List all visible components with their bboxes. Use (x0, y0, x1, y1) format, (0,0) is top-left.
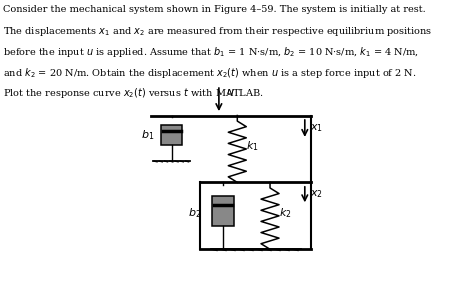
Text: $x_1$: $x_1$ (310, 123, 323, 134)
Text: Plot the response curve $x_2(t)$ versus $t$ with MATLAB.: Plot the response curve $x_2(t)$ versus … (3, 86, 264, 100)
Bar (161, 125, 182, 145)
Text: $k_2$: $k_2$ (279, 206, 292, 220)
Text: $b_1$: $b_1$ (141, 128, 155, 142)
Text: $k_1$: $k_1$ (246, 139, 259, 153)
Text: $b_2$: $b_2$ (188, 206, 201, 220)
Text: $u$: $u$ (226, 87, 235, 97)
Text: $x_2$: $x_2$ (310, 189, 323, 200)
Text: and $k_2$ = 20 N/m. Obtain the displacement $x_2(t)$ when $u$ is a step force in: and $k_2$ = 20 N/m. Obtain the displacem… (3, 66, 417, 80)
Bar (212, 196, 234, 226)
Text: Consider the mechanical system shown in Figure 4–59. The system is initially at : Consider the mechanical system shown in … (3, 5, 426, 14)
Text: before the input $u$ is applied. Assume that $b_1$ = 1 N·s/m, $b_2$ = 10 N·s/m, : before the input $u$ is applied. Assume … (3, 45, 419, 59)
Text: The displacements $x_1$ and $x_2$ are measured from their respective equilibrium: The displacements $x_1$ and $x_2$ are me… (3, 25, 433, 38)
